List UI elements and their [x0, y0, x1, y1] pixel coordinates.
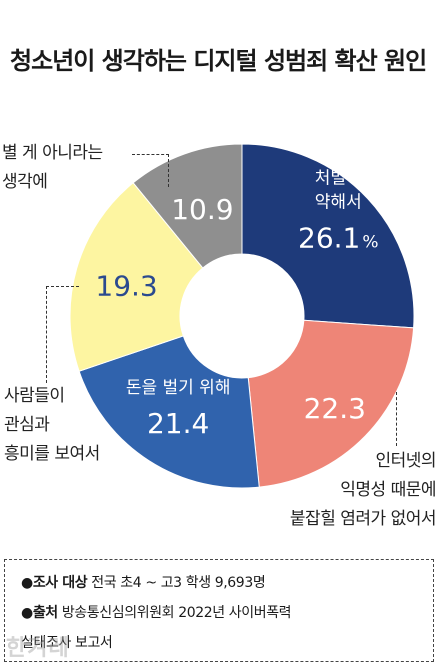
footer-notes: ●조사 대상 전국 초4 ~ 고3 학생 9,693명 ●출처 방송통신심의위원…	[4, 559, 434, 662]
chart-title: 청소년이 생각하는 디지털 성범죄 확산 원인	[10, 47, 427, 75]
donut-slice-0	[241, 143, 415, 329]
donut-slice-2	[78, 335, 260, 489]
label-not-a-big-deal: 별 게 아니라는 생각에	[2, 143, 103, 192]
source-note-cont: 실태조사 보고서	[21, 635, 113, 651]
slice-value-1: 22.3	[304, 392, 366, 425]
donut-slice-1	[247, 319, 415, 488]
source-note: ●출처 방송통신심의위원회 2022년 사이버폭력	[21, 605, 292, 621]
slice-label-0-0: 처벌이	[315, 168, 362, 188]
label-internet-anonymity: 인터넷의 익명성 때문에 붙잡힐 염려가 없어서	[289, 451, 437, 529]
slice-value-3: 19.3	[95, 269, 157, 302]
leader-line-people-interest	[46, 286, 79, 383]
label-people-interest: 사람들이 관심과 흥미를 보여서	[4, 386, 100, 464]
leader-line-internet-anonymity	[396, 392, 405, 446]
leader-line-not-a-big-deal	[132, 154, 169, 187]
donut-slice-4	[132, 143, 243, 269]
slice-label-2-0: 돈을 벌기 위해	[126, 378, 231, 398]
slice-value-4: 10.9	[171, 193, 233, 226]
survey-note: ●조사 대상 전국 초4 ~ 고3 학생 9,693명	[21, 575, 266, 591]
donut-slice-3	[69, 182, 204, 372]
slice-label-0-1: 약해서	[315, 192, 362, 212]
publisher-watermark: 한겨레	[6, 636, 70, 661]
slice-value-2: 21.4	[147, 407, 209, 440]
slice-unit-0: %	[362, 232, 378, 252]
